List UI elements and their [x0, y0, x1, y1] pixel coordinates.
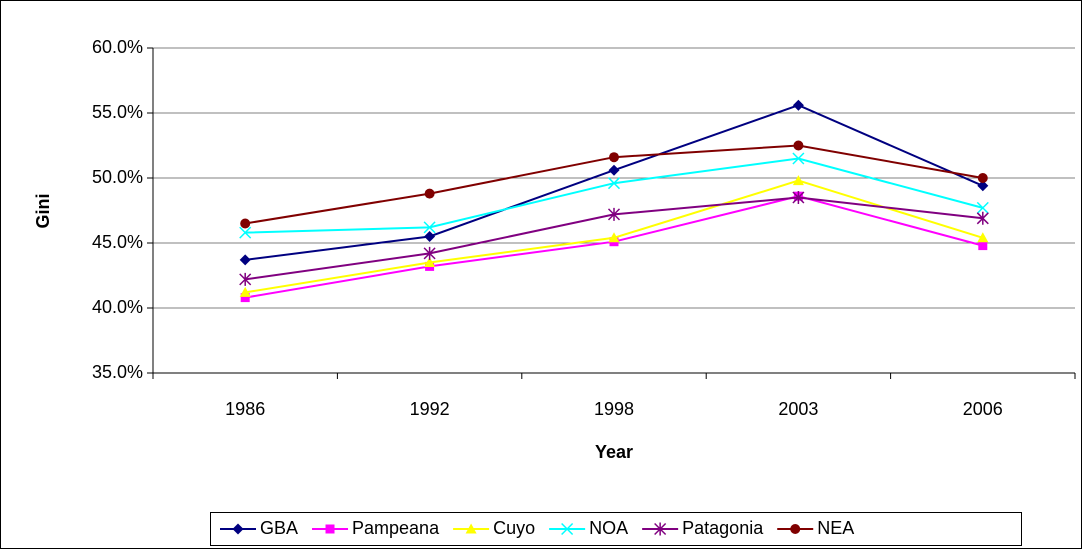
- marker: [792, 191, 805, 204]
- marker: [423, 246, 436, 260]
- marker: [977, 232, 989, 243]
- marker: [977, 173, 988, 183]
- marker: [232, 523, 244, 535]
- marker: [239, 226, 252, 239]
- marker: [561, 522, 574, 536]
- marker: [790, 524, 801, 534]
- y-tick-label: 35.0%: [92, 362, 143, 382]
- marker: [608, 232, 620, 243]
- marker: [424, 231, 436, 242]
- legend-label: Pampeana: [352, 518, 440, 538]
- x-axis-title: Year: [595, 442, 633, 462]
- legend-label: GBA: [260, 518, 298, 538]
- marker: [978, 241, 988, 251]
- marker: [977, 180, 989, 192]
- y-tick-label: 40.0%: [92, 297, 143, 317]
- marker: [424, 257, 436, 267]
- marker: [424, 188, 435, 199]
- marker: [608, 164, 620, 176]
- x-tick-label: 1998: [594, 399, 634, 419]
- marker: [976, 201, 989, 214]
- legend-label: Cuyo: [493, 518, 535, 538]
- marker: [609, 152, 619, 163]
- legend-label: NOA: [589, 518, 628, 538]
- marker: [239, 254, 251, 266]
- legend-label: NEA: [817, 518, 854, 538]
- marker: [325, 524, 335, 534]
- marker: [792, 175, 804, 186]
- x-tick-label: 1992: [410, 399, 450, 419]
- x-tick-label: 1986: [225, 399, 265, 419]
- y-tick-label: 60.0%: [92, 37, 143, 57]
- marker: [792, 152, 805, 165]
- marker: [423, 221, 436, 234]
- marker: [239, 272, 252, 286]
- marker: [793, 140, 804, 151]
- y-tick-label: 55.0%: [92, 102, 143, 122]
- y-tick-label: 50.0%: [92, 167, 143, 187]
- legend-label: Patagonia: [682, 518, 764, 538]
- marker: [976, 211, 989, 225]
- marker: [654, 522, 667, 536]
- marker: [239, 286, 251, 297]
- marker: [465, 523, 477, 534]
- marker: [240, 293, 250, 303]
- y-axis-title: Gini: [33, 194, 53, 229]
- x-tick-label: 2003: [778, 399, 818, 419]
- marker: [792, 99, 804, 111]
- x-tick-label: 2006: [963, 399, 1003, 419]
- y-tick-label: 45.0%: [92, 232, 143, 252]
- marker: [240, 218, 251, 229]
- marker: [607, 177, 621, 190]
- marker: [607, 207, 621, 221]
